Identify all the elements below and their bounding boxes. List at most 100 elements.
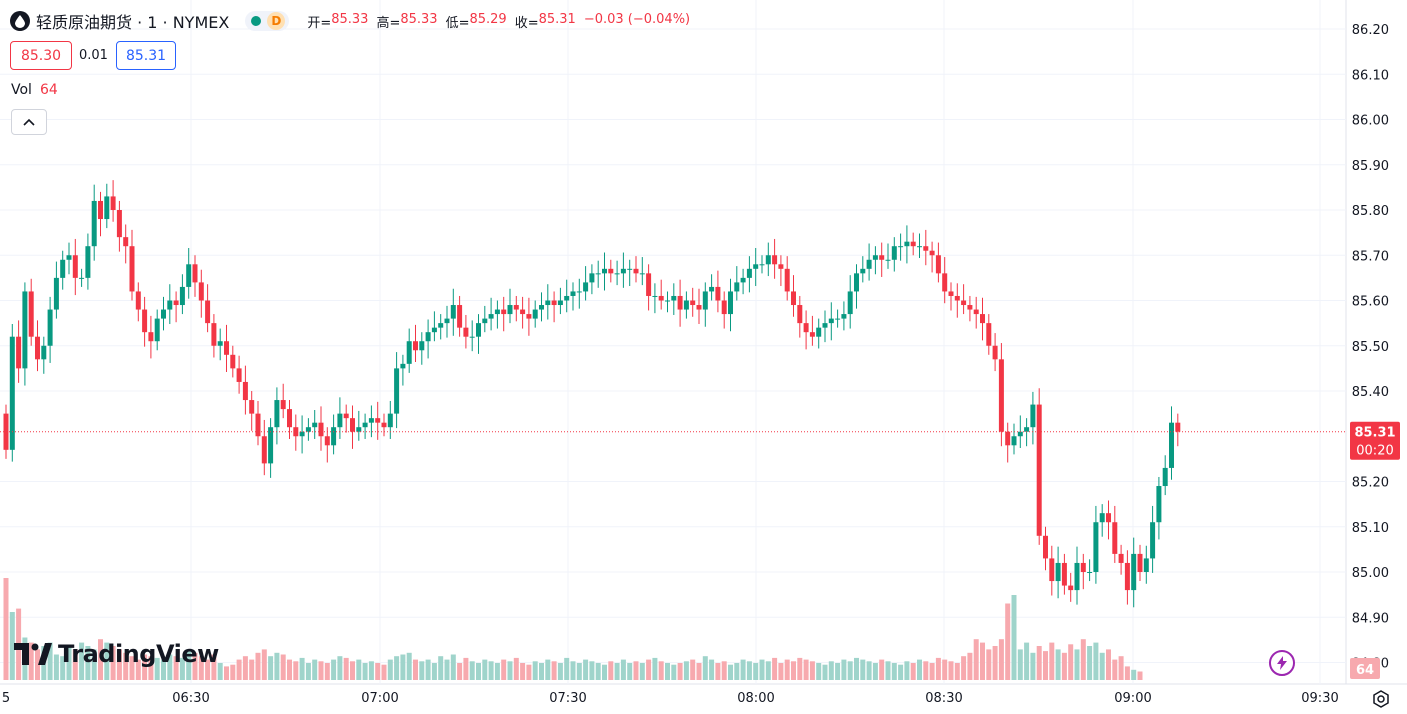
candle-body xyxy=(633,268,639,274)
candle-body xyxy=(53,277,59,310)
price-tick-label: 85.20 xyxy=(1352,476,1389,491)
volume-bar xyxy=(72,649,78,680)
volume-bar xyxy=(312,659,318,680)
volume-bar xyxy=(1068,644,1074,680)
price-tick-label: 85.90 xyxy=(1352,159,1389,174)
collapse-legend-button[interactable] xyxy=(11,109,47,135)
volume-bar xyxy=(476,663,481,680)
volume-bar xyxy=(992,646,998,680)
price-tick-label: 85.80 xyxy=(1352,204,1389,219)
volume-bar xyxy=(709,659,715,680)
candle-body xyxy=(463,327,469,337)
candle-body xyxy=(828,318,834,324)
price-tick-label: 85.60 xyxy=(1352,295,1389,310)
volume-bar xyxy=(431,663,437,680)
volume-bar xyxy=(822,664,828,680)
volume-bar xyxy=(53,654,59,680)
volume-bar xyxy=(280,654,286,680)
svg-text:00:20: 00:20 xyxy=(1356,444,1393,459)
candle-body xyxy=(759,264,765,266)
candle-body xyxy=(167,300,173,310)
volume-bar xyxy=(318,661,324,680)
candle-body xyxy=(835,318,841,320)
volume-bar xyxy=(986,649,992,680)
flash-icon[interactable] xyxy=(1269,650,1295,676)
volume-bar xyxy=(129,656,135,680)
symbol-header[interactable]: 轻质原油期货 · 1 · NYMEX D 开= 85.33 高= 85.33 低… xyxy=(10,8,690,34)
candle-body xyxy=(1005,431,1011,446)
time-tick-label: 09:30 xyxy=(1301,691,1338,706)
volume-bar xyxy=(728,664,733,680)
candle-body xyxy=(148,332,154,342)
volume-bar xyxy=(778,663,784,680)
candle-body xyxy=(457,305,463,328)
candle-body xyxy=(22,291,28,369)
tradingview-logo[interactable]: TradingView xyxy=(14,640,219,668)
high-label: 高= xyxy=(376,15,401,31)
candle-body xyxy=(1024,427,1030,432)
candle-body xyxy=(1162,467,1168,487)
candle-body xyxy=(501,309,507,315)
candle-body xyxy=(948,291,954,296)
candle-body xyxy=(1087,572,1093,573)
candle-body xyxy=(110,196,116,210)
candle-body xyxy=(72,255,78,278)
volume-bar xyxy=(753,663,759,680)
market-status-pill[interactable]: D xyxy=(245,11,290,31)
candle-body xyxy=(104,196,110,220)
change-value: −0.03 (−0.04%) xyxy=(583,11,691,27)
candle-body xyxy=(917,246,922,248)
candle-body xyxy=(753,264,759,269)
candle-body xyxy=(1124,562,1130,591)
candle-body xyxy=(1112,522,1118,554)
volume-bar xyxy=(1011,595,1017,680)
candle-body xyxy=(387,413,393,428)
candle-body xyxy=(620,268,626,274)
volume-bar xyxy=(954,663,960,680)
volume-bar xyxy=(3,578,9,680)
volume-bar xyxy=(841,659,847,680)
candle-body xyxy=(293,427,299,437)
candle-body xyxy=(381,422,387,428)
volume-bar xyxy=(677,663,683,680)
volume-bar xyxy=(891,663,897,680)
time-axis[interactable]: 5 06:30 07:00 07:30 08:00 08:30 09:00 09:30 xyxy=(2,691,1339,706)
volume-bar xyxy=(501,659,507,680)
delayed-badge: D xyxy=(267,12,286,30)
volume-legend[interactable]: Vol 64 xyxy=(11,82,58,98)
volume-bar xyxy=(570,661,576,680)
volume-bar xyxy=(79,642,85,680)
candle-body xyxy=(375,418,381,423)
candle-body xyxy=(431,327,437,333)
sell-button[interactable]: 85.30 xyxy=(10,41,72,70)
candle-body xyxy=(318,422,324,437)
price-axis[interactable]: 86.20 86.10 86.00 85.90 85.80 85.70 85.60 85.50… xyxy=(1352,23,1389,672)
candle-body xyxy=(47,309,53,346)
candle-body xyxy=(683,300,689,310)
volume-bar xyxy=(413,659,418,680)
volume-bar xyxy=(1106,649,1111,680)
candle-body xyxy=(570,291,576,296)
settings-gear-icon[interactable] xyxy=(1370,688,1392,710)
symbol-title[interactable]: 轻质原油期货 · 1 · NYMEX xyxy=(36,13,230,32)
volume-bar xyxy=(135,659,141,680)
volume-bar xyxy=(60,656,66,680)
candle-body xyxy=(438,323,444,328)
candle-body xyxy=(772,255,778,265)
candle-body xyxy=(1106,513,1111,523)
candle-body xyxy=(217,341,223,346)
candle-body xyxy=(79,277,85,279)
candle-body xyxy=(841,314,847,319)
candle-body xyxy=(1055,562,1061,582)
volume-bar xyxy=(627,663,633,680)
candle-body xyxy=(16,336,22,369)
candle-body xyxy=(450,305,456,319)
candle-body xyxy=(337,413,343,428)
volume-bar xyxy=(917,659,922,680)
candle-body xyxy=(532,309,538,319)
price-tick-label: 86.10 xyxy=(1352,68,1389,83)
buy-button[interactable]: 85.31 xyxy=(116,41,176,70)
candle-body xyxy=(746,268,752,278)
candle-body xyxy=(305,427,311,432)
